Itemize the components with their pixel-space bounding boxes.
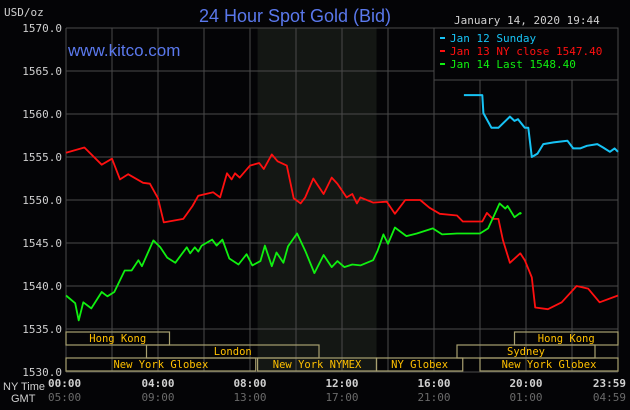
chart-title: 24 Hour Spot Gold (Bid) xyxy=(199,6,391,26)
legend-entry: Jan 13 NY close 1547.40 xyxy=(450,45,602,58)
x-tick-label-ny: 23:59 xyxy=(593,377,626,390)
x-tick-label-gmt: 09:00 xyxy=(141,391,174,404)
x-tick-label-gmt: 13:00 xyxy=(233,391,266,404)
y-tick-label: 1530.0 xyxy=(22,366,62,379)
y-tick-label: 1550.0 xyxy=(22,194,62,207)
x-tick-label-gmt: 17:00 xyxy=(325,391,358,404)
session-label: Hong Kong xyxy=(538,333,595,345)
y-tick-label: 1535.0 xyxy=(22,323,62,336)
session-label: Sydney xyxy=(507,346,545,358)
session-box xyxy=(375,357,464,372)
series-line xyxy=(65,146,619,311)
session-label: London xyxy=(214,346,252,358)
session-box xyxy=(65,357,257,372)
session-box xyxy=(479,357,619,372)
y-tick-label: 1540.0 xyxy=(22,280,62,293)
legend-swatch xyxy=(440,50,445,52)
x-tick-label-gmt: 04:59 xyxy=(593,391,626,404)
y-tick-label: 1545.0 xyxy=(22,237,62,250)
x-row-label-ny: NY Time xyxy=(3,381,45,393)
session-label: Hong Kong xyxy=(89,333,146,345)
legend-swatch xyxy=(440,37,445,39)
x-tick-label-gmt: 05:00 xyxy=(48,391,81,404)
session-box xyxy=(65,331,171,346)
series-line xyxy=(65,202,522,322)
x-row-label-gmt: GMT xyxy=(11,393,36,405)
x-tick-label-ny: 04:00 xyxy=(141,377,174,390)
legend-swatch xyxy=(440,63,445,65)
y-tick-label: 1565.0 xyxy=(22,65,62,78)
series-line xyxy=(463,94,619,158)
session-label: New York Globex xyxy=(113,359,208,371)
y-axis-unit: USD/oz xyxy=(4,6,44,19)
chart-timestamp: January 14, 2020 19:44 xyxy=(454,14,600,27)
legend-entry: Jan 12 Sunday xyxy=(450,32,536,45)
x-tick-label-ny: 08:00 xyxy=(233,377,266,390)
x-tick-label-ny: 00:00 xyxy=(48,377,81,390)
legend-entry: Jan 14 Last 1548.40 xyxy=(450,58,576,71)
y-tick-label: 1555.0 xyxy=(22,151,62,164)
session-label: New York Globex xyxy=(502,359,597,371)
x-tick-label-ny: 12:00 xyxy=(325,377,358,390)
session-label: New York NYMEX xyxy=(273,359,362,371)
x-tick-label-ny: 20:00 xyxy=(509,377,542,390)
x-tick-label-ny: 16:00 xyxy=(417,377,450,390)
x-tick-label-gmt: 01:00 xyxy=(509,391,542,404)
x-tick-label-gmt: 21:00 xyxy=(417,391,450,404)
watermark: www.kitco.com xyxy=(67,41,180,60)
session-label: NY Globex xyxy=(391,359,448,371)
legend-box xyxy=(433,27,619,81)
y-tick-label: 1570.0 xyxy=(22,22,62,35)
y-tick-label: 1560.0 xyxy=(22,108,62,121)
